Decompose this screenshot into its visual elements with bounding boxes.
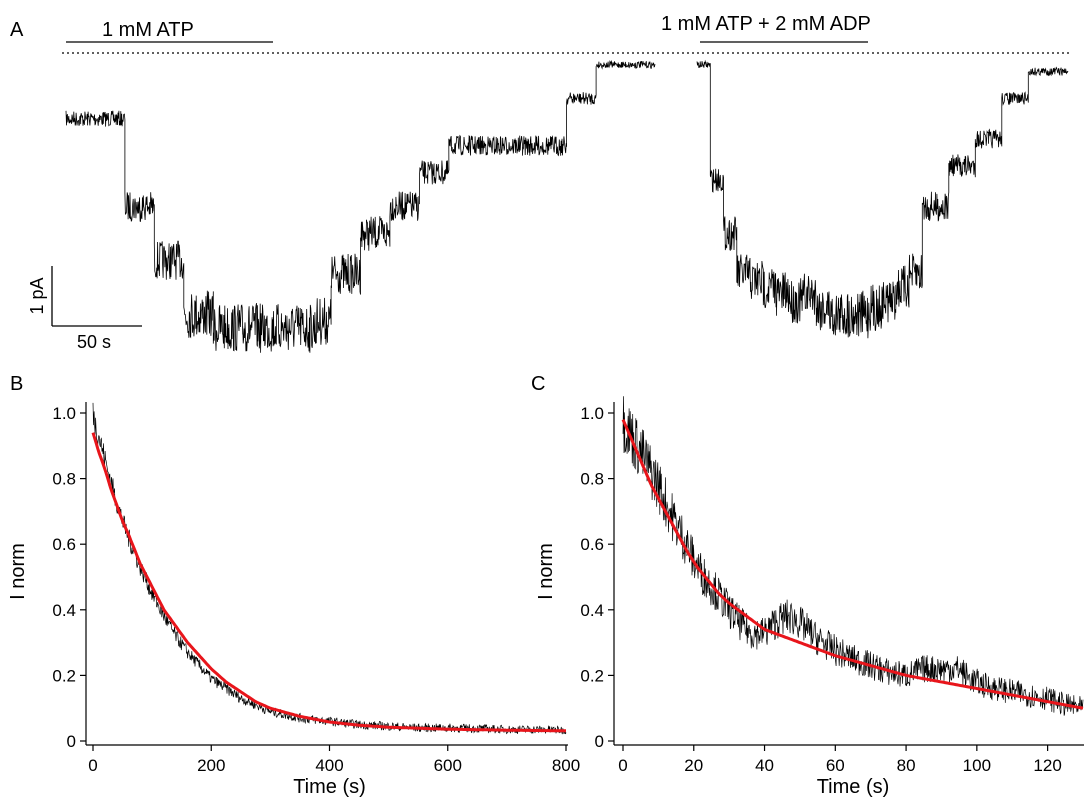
plot-c-y-tick-label: 0	[595, 732, 604, 751]
plot-c-y-axis-label: I norm	[535, 543, 557, 600]
plot-b-y-tick-label: 0.6	[52, 535, 76, 554]
plot-b-y-tick-label: 0.4	[52, 601, 76, 620]
plot-b-x-tick-label: 0	[88, 756, 97, 775]
scale-bar-time-label: 50 s	[77, 332, 111, 352]
plot-c-x-tick-label: 20	[684, 756, 703, 775]
plot-c-x-tick-label: 120	[1033, 756, 1061, 775]
plot-c-x-tick-label: 40	[755, 756, 774, 775]
plot-b-y-tick-label: 1.0	[52, 404, 76, 423]
plot-b-y-tick-label: 0.2	[52, 666, 76, 685]
plot-c-y-tick-label: 0.6	[580, 535, 604, 554]
panel-c: C 0 0.2 0.4 0.6 0.8 1.0 0 20 40 60 80 100 120 Time (s…	[531, 373, 1084, 798]
panel-b-letter: B	[10, 373, 23, 395]
panel-b: B 0 0.2 0.4 0.6 0.8 1.0 0 200 400 600 800 Time (s) I…	[7, 373, 580, 798]
bar-atp-adp-label: 1 mM ATP + 2 mM ADP	[661, 13, 871, 35]
plot-c-x-tick-label: 60	[826, 756, 845, 775]
plot-b-y-tick-label: 0.8	[52, 470, 76, 489]
plot-c-y-tick-label: 1.0	[580, 404, 604, 423]
plot-b-data-trace	[92, 402, 567, 735]
trace-a-atp-adp-segment	[696, 59, 1069, 339]
panel-a: A 1 mM ATP 1 mM ATP + 2 mM ADP 1 pA 50 s	[10, 13, 1070, 353]
plot-b-x-tick-label: 200	[197, 756, 225, 775]
plot-c-y-tick-label: 0.4	[580, 601, 604, 620]
plot-c-x-tick-label: 0	[618, 756, 627, 775]
plot-b: 0 0.2 0.4 0.6 0.8 1.0 0 200 400 600 800 Time (s) I n…	[7, 402, 580, 798]
plot-b-x-tick-label: 400	[315, 756, 343, 775]
plot-c-y-tick-label: 0.2	[580, 666, 604, 685]
plot-c-data-trace	[622, 396, 1084, 716]
plot-c-x-axis-label: Time (s)	[817, 776, 890, 798]
panel-a-letter: A	[10, 19, 24, 41]
plot-b-fit-curve	[91, 432, 566, 733]
plot-c-x-tick-label: 100	[963, 756, 991, 775]
scale-bar-current-label: 1 pA	[27, 277, 47, 314]
plot-b-y-axis-label: I norm	[7, 543, 29, 600]
trace-a-atp-segment	[65, 59, 656, 353]
plot-b-y-tick-label: 0	[67, 732, 76, 751]
plot-b-x-tick-label: 800	[552, 756, 580, 775]
plot-b-x-tick-label: 600	[434, 756, 462, 775]
bar-atp-label: 1 mM ATP	[102, 19, 194, 41]
plot-c-fit-curve	[621, 419, 1084, 710]
plot-c: 0 0.2 0.4 0.6 0.8 1.0 0 20 40 60 80 100 120 Time (s) I…	[535, 396, 1084, 798]
plot-c-y-tick-label: 0.8	[580, 470, 604, 489]
panel-c-letter: C	[531, 373, 545, 395]
plot-c-x-tick-label: 80	[897, 756, 916, 775]
plot-b-x-axis-label: Time (s)	[293, 776, 366, 798]
trace-a	[65, 59, 1069, 353]
